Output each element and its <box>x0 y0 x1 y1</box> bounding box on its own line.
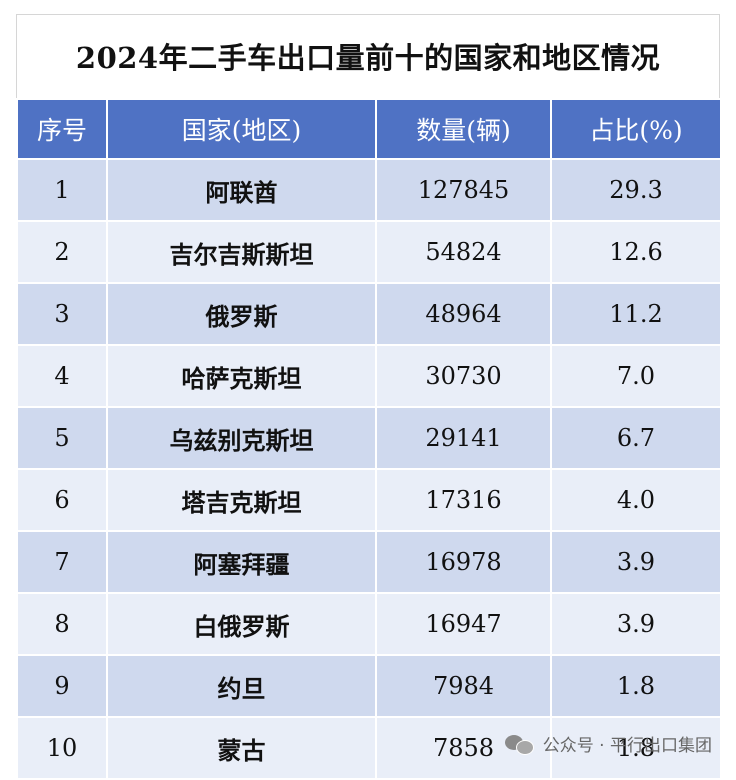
country-cell: 白俄罗斯 <box>106 592 377 656</box>
watermark-text: 公众号 · 平行出口集团 <box>542 736 712 756</box>
country-cell: 乌兹别克斯坦 <box>106 406 377 470</box>
table-row: 8 白俄罗斯 16947 3.9 <box>16 592 722 656</box>
count-cell: 29141 <box>375 406 552 470</box>
count-cell: 127845 <box>375 158 552 222</box>
country-cell: 阿塞拜疆 <box>106 530 377 594</box>
share-cell: 6.7 <box>550 406 722 470</box>
country-cell: 吉尔吉斯斯坦 <box>106 220 377 284</box>
country-cell: 俄罗斯 <box>106 282 377 346</box>
share-cell: 12.6 <box>550 220 722 284</box>
share-cell: 11.2 <box>550 282 722 346</box>
rank-cell: 9 <box>16 654 108 718</box>
count-cell: 30730 <box>375 344 552 408</box>
count-cell: 16947 <box>375 592 552 656</box>
table-row: 7 阿塞拜疆 16978 3.9 <box>16 530 722 594</box>
table-row: 2 吉尔吉斯斯坦 54824 12.6 <box>16 220 722 284</box>
rank-cell: 4 <box>16 344 108 408</box>
page-title: 2024年二手车出口量前十的国家和地区情况 <box>75 41 661 75</box>
header-count: 数量(辆) <box>375 98 552 160</box>
share-cell: 1.8 <box>550 654 722 718</box>
wechat-icon <box>504 733 535 755</box>
table-row: 5 乌兹别克斯坦 29141 6.7 <box>16 406 722 470</box>
rank-cell: 8 <box>16 592 108 656</box>
header-share: 占比(%) <box>550 98 722 160</box>
rank-cell: 2 <box>16 220 108 284</box>
country-cell: 蒙古 <box>106 716 377 780</box>
country-cell: 哈萨克斯坦 <box>106 344 377 408</box>
rank-cell: 6 <box>16 468 108 532</box>
export-table: 序号 国家(地区) 数量(辆) 占比(%) 1 阿联酋 127845 29.3 … <box>16 98 722 780</box>
share-cell: 4.0 <box>550 468 722 532</box>
share-cell: 29.3 <box>550 158 722 222</box>
share-cell: 1.8 <box>550 716 722 780</box>
header-row: 序号 国家(地区) 数量(辆) 占比(%) <box>16 98 722 160</box>
table-row: 3 俄罗斯 48964 11.2 <box>16 282 722 346</box>
rank-cell: 5 <box>16 406 108 470</box>
watermark: 公众号 · 平行出口集团 <box>504 731 712 756</box>
table-row: 6 塔吉克斯坦 17316 4.0 <box>16 468 722 532</box>
count-cell: 7984 <box>375 654 552 718</box>
header-rank: 序号 <box>16 98 108 160</box>
share-cell: 3.9 <box>550 530 722 594</box>
country-cell: 约旦 <box>106 654 377 718</box>
count-cell: 16978 <box>375 530 552 594</box>
rank-cell: 3 <box>16 282 108 346</box>
rank-cell: 7 <box>16 530 108 594</box>
table-row: 4 哈萨克斯坦 30730 7.0 <box>16 344 722 408</box>
table-row: 9 约旦 7984 1.8 <box>16 654 722 718</box>
share-cell: 7.0 <box>550 344 722 408</box>
count-cell: 48964 <box>375 282 552 346</box>
header-country: 国家(地区) <box>106 98 377 160</box>
rank-cell: 10 <box>16 716 108 780</box>
rank-cell: 1 <box>16 158 108 222</box>
share-cell: 3.9 <box>550 592 722 656</box>
count-cell: 54824 <box>375 220 552 284</box>
count-cell: 17316 <box>375 468 552 532</box>
table-row: 1 阿联酋 127845 29.3 <box>16 158 722 222</box>
country-cell: 塔吉克斯坦 <box>106 468 377 532</box>
country-cell: 阿联酋 <box>106 158 377 222</box>
